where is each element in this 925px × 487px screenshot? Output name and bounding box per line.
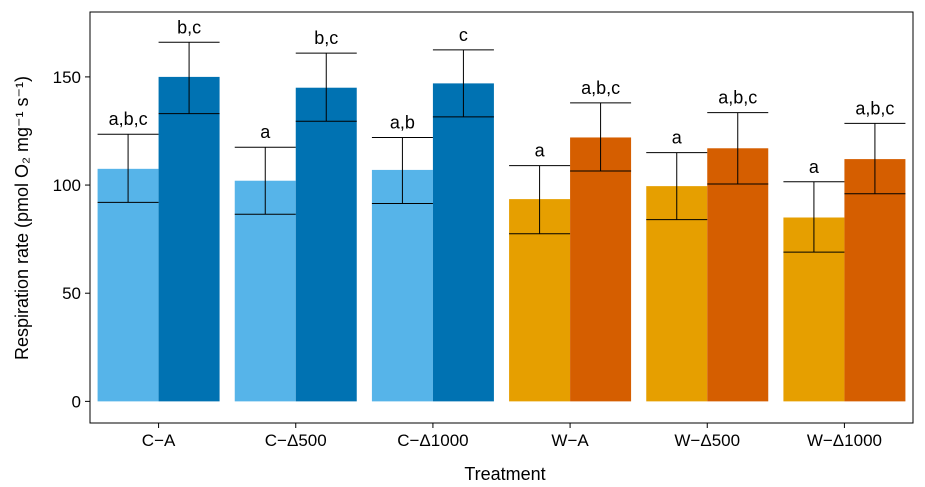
- y-tick-label-3: 150: [53, 68, 81, 87]
- bar-b-0: [158, 76, 220, 402]
- sig-label-1-1: b,c: [314, 28, 338, 48]
- y-axis: 0 50 100 150: [53, 68, 90, 411]
- sig-label-1-0: b,c: [177, 17, 201, 37]
- bar-a-2: [371, 169, 433, 402]
- y-tick-label-1: 50: [62, 284, 81, 303]
- sig-label-0-5: a: [809, 157, 820, 177]
- x-axis: C−A C−Δ500 C−Δ1000 W−A W−Δ500 W−Δ1000: [142, 423, 882, 450]
- bar-a-1: [234, 180, 296, 402]
- bar-b-2: [432, 83, 494, 402]
- sig-label-1-5: a,b,c: [855, 98, 894, 118]
- x-tick-label-2: C−Δ1000: [397, 431, 468, 450]
- bar-a-0: [97, 168, 159, 402]
- bar-b-5: [844, 159, 906, 402]
- sig-label-0-3: a: [535, 141, 546, 161]
- bar-b-3: [570, 137, 632, 402]
- sig-label-0-2: a,b: [390, 112, 415, 132]
- x-tick-label-5: W−Δ1000: [807, 431, 882, 450]
- sig-label-1-4: a,b,c: [718, 88, 757, 108]
- bar-b-1: [295, 87, 357, 402]
- significance-labels-layer: a,b,c b,c a b,c a,b c a a,b,c a a,b,c a a,b,c: [109, 17, 895, 177]
- x-tick-label-1: C−Δ500: [265, 431, 327, 450]
- error-bars-layer: [97, 41, 906, 253]
- sig-label-0-1: a: [260, 122, 271, 142]
- sig-label-0-4: a: [672, 128, 683, 148]
- y-tick-label-2: 100: [53, 176, 81, 195]
- x-tick-label-4: W−Δ500: [674, 431, 740, 450]
- x-tick-label-3: W−A: [551, 431, 589, 450]
- y-tick-label-0: 0: [72, 392, 81, 411]
- x-tick-label-0: C−A: [142, 431, 176, 450]
- x-axis-title: Treatment: [464, 464, 545, 484]
- bar-a-4: [646, 186, 708, 402]
- y-axis-title: Respiration rate (pmol O₂ mg⁻¹ s⁻¹): [12, 76, 32, 360]
- sig-label-0-0: a,b,c: [109, 109, 148, 129]
- bars-layer: [97, 76, 906, 402]
- sig-label-1-2: c: [459, 25, 468, 45]
- plot-panel: [89, 11, 914, 424]
- sig-label-1-3: a,b,c: [581, 78, 620, 98]
- bar-b-4: [707, 148, 769, 402]
